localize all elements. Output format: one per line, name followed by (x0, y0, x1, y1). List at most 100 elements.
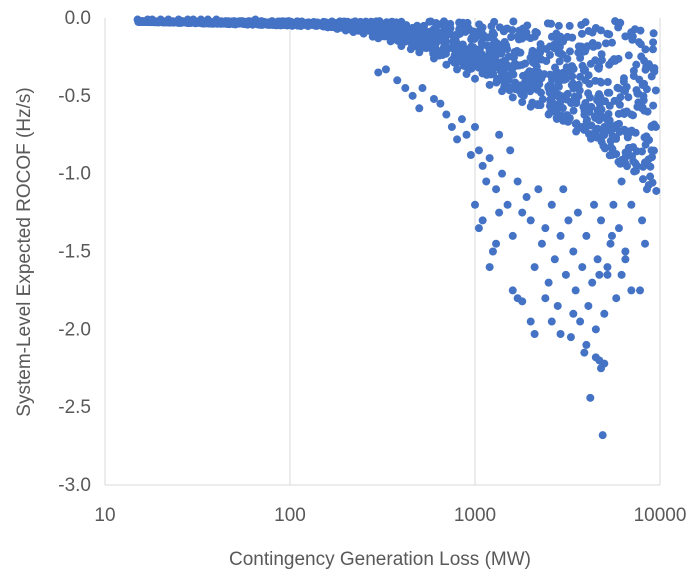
data-point (600, 144, 609, 153)
data-point (638, 104, 647, 113)
data-point (544, 110, 553, 119)
data-point (647, 72, 656, 81)
y-tick-label: -2.5 (58, 397, 91, 418)
data-point (522, 193, 531, 202)
data-point (571, 119, 580, 128)
data-point (237, 17, 246, 26)
data-point (474, 146, 483, 155)
data-point (503, 61, 512, 70)
data-point (457, 115, 466, 124)
data-point (415, 104, 424, 113)
data-point (545, 83, 554, 92)
data-point (546, 70, 555, 79)
data-point (430, 31, 439, 40)
data-point (616, 93, 625, 102)
data-point (514, 35, 523, 44)
data-point (641, 65, 650, 74)
data-point (455, 18, 464, 27)
data-point (536, 44, 545, 53)
data-point (526, 317, 535, 326)
data-point (581, 76, 590, 85)
data-point (474, 63, 483, 72)
data-point (594, 64, 603, 73)
data-point (641, 239, 650, 248)
data-point (582, 122, 591, 131)
data-point (597, 56, 606, 65)
data-point (544, 278, 553, 287)
data-point (537, 239, 546, 248)
tick-labels: 0.0 -0.5 -1.0 -1.5 -2.0 -2.5 -3.010 100 1000 1000… (58, 8, 686, 526)
data-point (600, 309, 609, 318)
data-point (257, 17, 266, 26)
data-point (482, 177, 491, 186)
data-point (569, 309, 578, 318)
data-point (475, 54, 484, 63)
data-point (491, 53, 500, 62)
data-point (341, 26, 350, 35)
data-point (492, 239, 501, 248)
data-point (614, 119, 623, 128)
data-point (212, 15, 221, 24)
data-point (601, 39, 610, 48)
data-point (651, 122, 660, 131)
data-point (633, 89, 642, 98)
data-point (561, 270, 570, 279)
data-point (508, 231, 517, 240)
data-point (566, 333, 575, 342)
data-point (196, 15, 205, 24)
data-point (541, 294, 550, 303)
data-point (621, 255, 630, 264)
data-point (593, 106, 602, 115)
data-point (485, 154, 494, 163)
data-point (442, 60, 451, 69)
data-point (562, 95, 571, 104)
data-point (516, 81, 525, 90)
data-point (230, 17, 239, 26)
data-point (605, 88, 614, 97)
data-point (581, 65, 590, 74)
data-point (574, 48, 583, 57)
data-point (446, 30, 455, 39)
data-point (564, 216, 573, 225)
data-point (482, 69, 491, 78)
data-point (621, 247, 630, 256)
data-point (605, 117, 614, 126)
data-point (504, 52, 513, 61)
data-point (484, 51, 493, 60)
data-point (611, 56, 620, 65)
data-point (639, 92, 648, 101)
data-point (419, 22, 428, 31)
x-tick-label: 10 (94, 505, 115, 526)
data-point (632, 161, 641, 170)
data-point (347, 19, 356, 28)
data-point (497, 49, 506, 58)
data-point (591, 24, 600, 33)
data-point (156, 15, 165, 24)
data-point (277, 18, 286, 27)
data-point (625, 127, 634, 136)
data-point (530, 263, 539, 272)
data-points (133, 15, 660, 440)
data-point (627, 31, 636, 40)
data-point (574, 42, 583, 51)
data-point (636, 26, 645, 35)
data-point (203, 15, 212, 24)
data-point (647, 146, 656, 155)
data-point (409, 27, 418, 36)
data-point (133, 15, 142, 24)
data-point (597, 50, 606, 59)
data-point (624, 143, 633, 152)
data-point (508, 93, 517, 102)
data-point (551, 63, 560, 72)
data-point (559, 185, 568, 194)
data-point (565, 64, 574, 73)
data-point (540, 70, 549, 79)
x-tick-label: 1000 (454, 505, 496, 526)
data-point (640, 56, 649, 65)
data-point (648, 45, 657, 54)
data-point (460, 23, 469, 32)
data-point (617, 270, 626, 279)
data-point (598, 431, 607, 440)
data-point (429, 94, 438, 103)
data-point (509, 17, 518, 26)
